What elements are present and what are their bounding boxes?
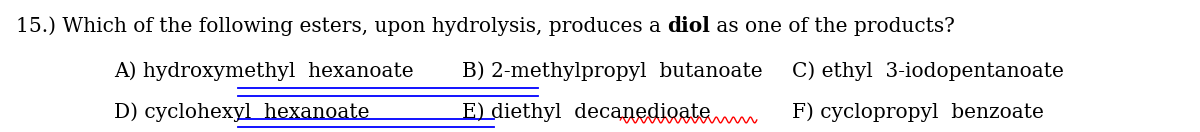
Text: 15.) Which of the following esters, upon hydrolysis, produces a: 15.) Which of the following esters, upon… <box>16 17 667 36</box>
Text: diol: diol <box>667 16 710 36</box>
Text: B) 2-methylpropyl  butanoate: B) 2-methylpropyl butanoate <box>462 62 763 81</box>
Text: as one of the products?: as one of the products? <box>710 17 955 36</box>
Text: D) cyclohexyl  hexanoate: D) cyclohexyl hexanoate <box>114 102 370 122</box>
Text: E) diethyl  decanedioate: E) diethyl decanedioate <box>462 102 710 122</box>
Text: F) cyclopropyl  benzoate: F) cyclopropyl benzoate <box>792 102 1044 122</box>
Text: A) hydroxymethyl  hexanoate: A) hydroxymethyl hexanoate <box>114 62 414 81</box>
Text: C) ethyl  3-iodopentanoate: C) ethyl 3-iodopentanoate <box>792 62 1064 81</box>
